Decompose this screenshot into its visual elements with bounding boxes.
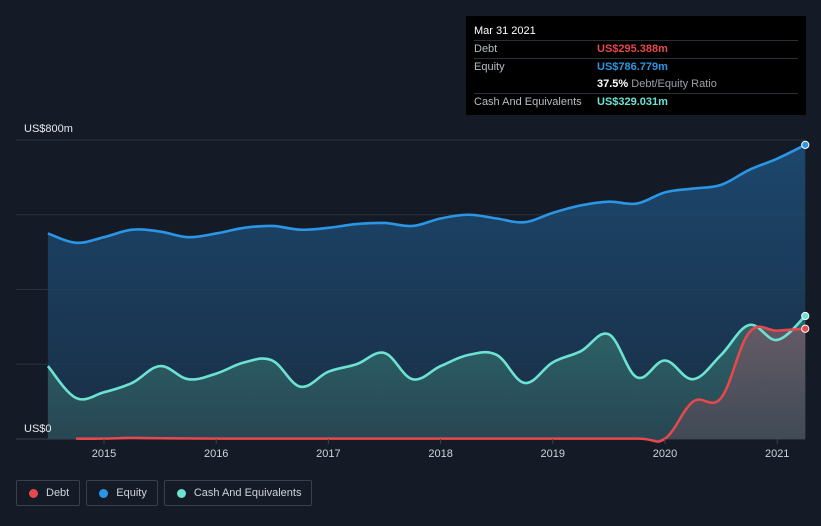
tooltip-date: Mar 31 2021 [474,25,536,37]
tooltip-debt-label: Debt [474,43,498,55]
tooltip-equity-label: Equity [474,61,505,73]
debt-area [75,326,806,442]
x-axis-ticks: 2015 2016 2017 2018 2019 2020 2021 [92,439,789,460]
tooltip-ratio-value: 37.5% [597,78,629,90]
y-axis-bottom-label: US$0 [24,423,52,435]
legend-label-equity: Equity [116,487,147,499]
tooltip-row-debt: Debt US$295.388m [474,40,798,58]
tooltip-debt-value: US$295.388m [597,43,668,55]
debt-end-point [801,324,810,333]
tooltip-cash-value: US$329.031m [597,96,668,108]
debt-line [75,325,806,443]
tooltip-row-cash: Cash And Equivalents US$329.031m [474,93,798,111]
legend-item-debt[interactable]: Debt [16,480,81,506]
tooltip-ratio-label: Debt/Equity Ratio [631,78,717,90]
x-tick-label: 2017 [316,448,340,460]
series-lines [46,140,810,443]
tooltip-row-ratio: 37.5% Debt/Equity Ratio [474,76,798,93]
legend-label-debt: Debt [46,487,70,499]
x-tick-label: 2021 [765,448,789,460]
x-tick-label: 2018 [428,448,452,460]
legend-item-cash[interactable]: Cash And Equivalents [163,480,313,506]
equity-dot-icon [99,488,109,498]
cash-and-equivalents-end-point [801,311,810,321]
tooltip-row-equity: Equity US$786.779m [474,58,798,76]
legend-label-cash: Cash And Equivalents [193,487,302,499]
x-tick-label: 2020 [653,448,677,460]
y-axis-top-label: US$800m [24,123,73,135]
tooltip-panel: Mar 31 2021 Debt US$295.388m Equity US$7… [466,16,806,115]
tooltip-cash-label: Cash And Equivalents [474,96,582,108]
cash-dot-icon [176,488,186,498]
chart-legend: Debt Equity Cash And Equivalents [16,480,313,506]
legend-item-equity[interactable]: Equity [86,480,158,506]
debt-dot-icon [29,488,38,498]
tooltip-equity-value: US$786.779m [597,61,668,73]
equity-line [47,143,806,245]
equity-end-point [801,140,810,149]
x-tick-label: 2016 [204,448,228,460]
x-tick-label: 2015 [92,448,116,460]
cash-and-equivalents-line [46,315,807,401]
cash-and-equivalents-area [47,316,806,439]
x-tick-label: 2019 [541,448,565,460]
